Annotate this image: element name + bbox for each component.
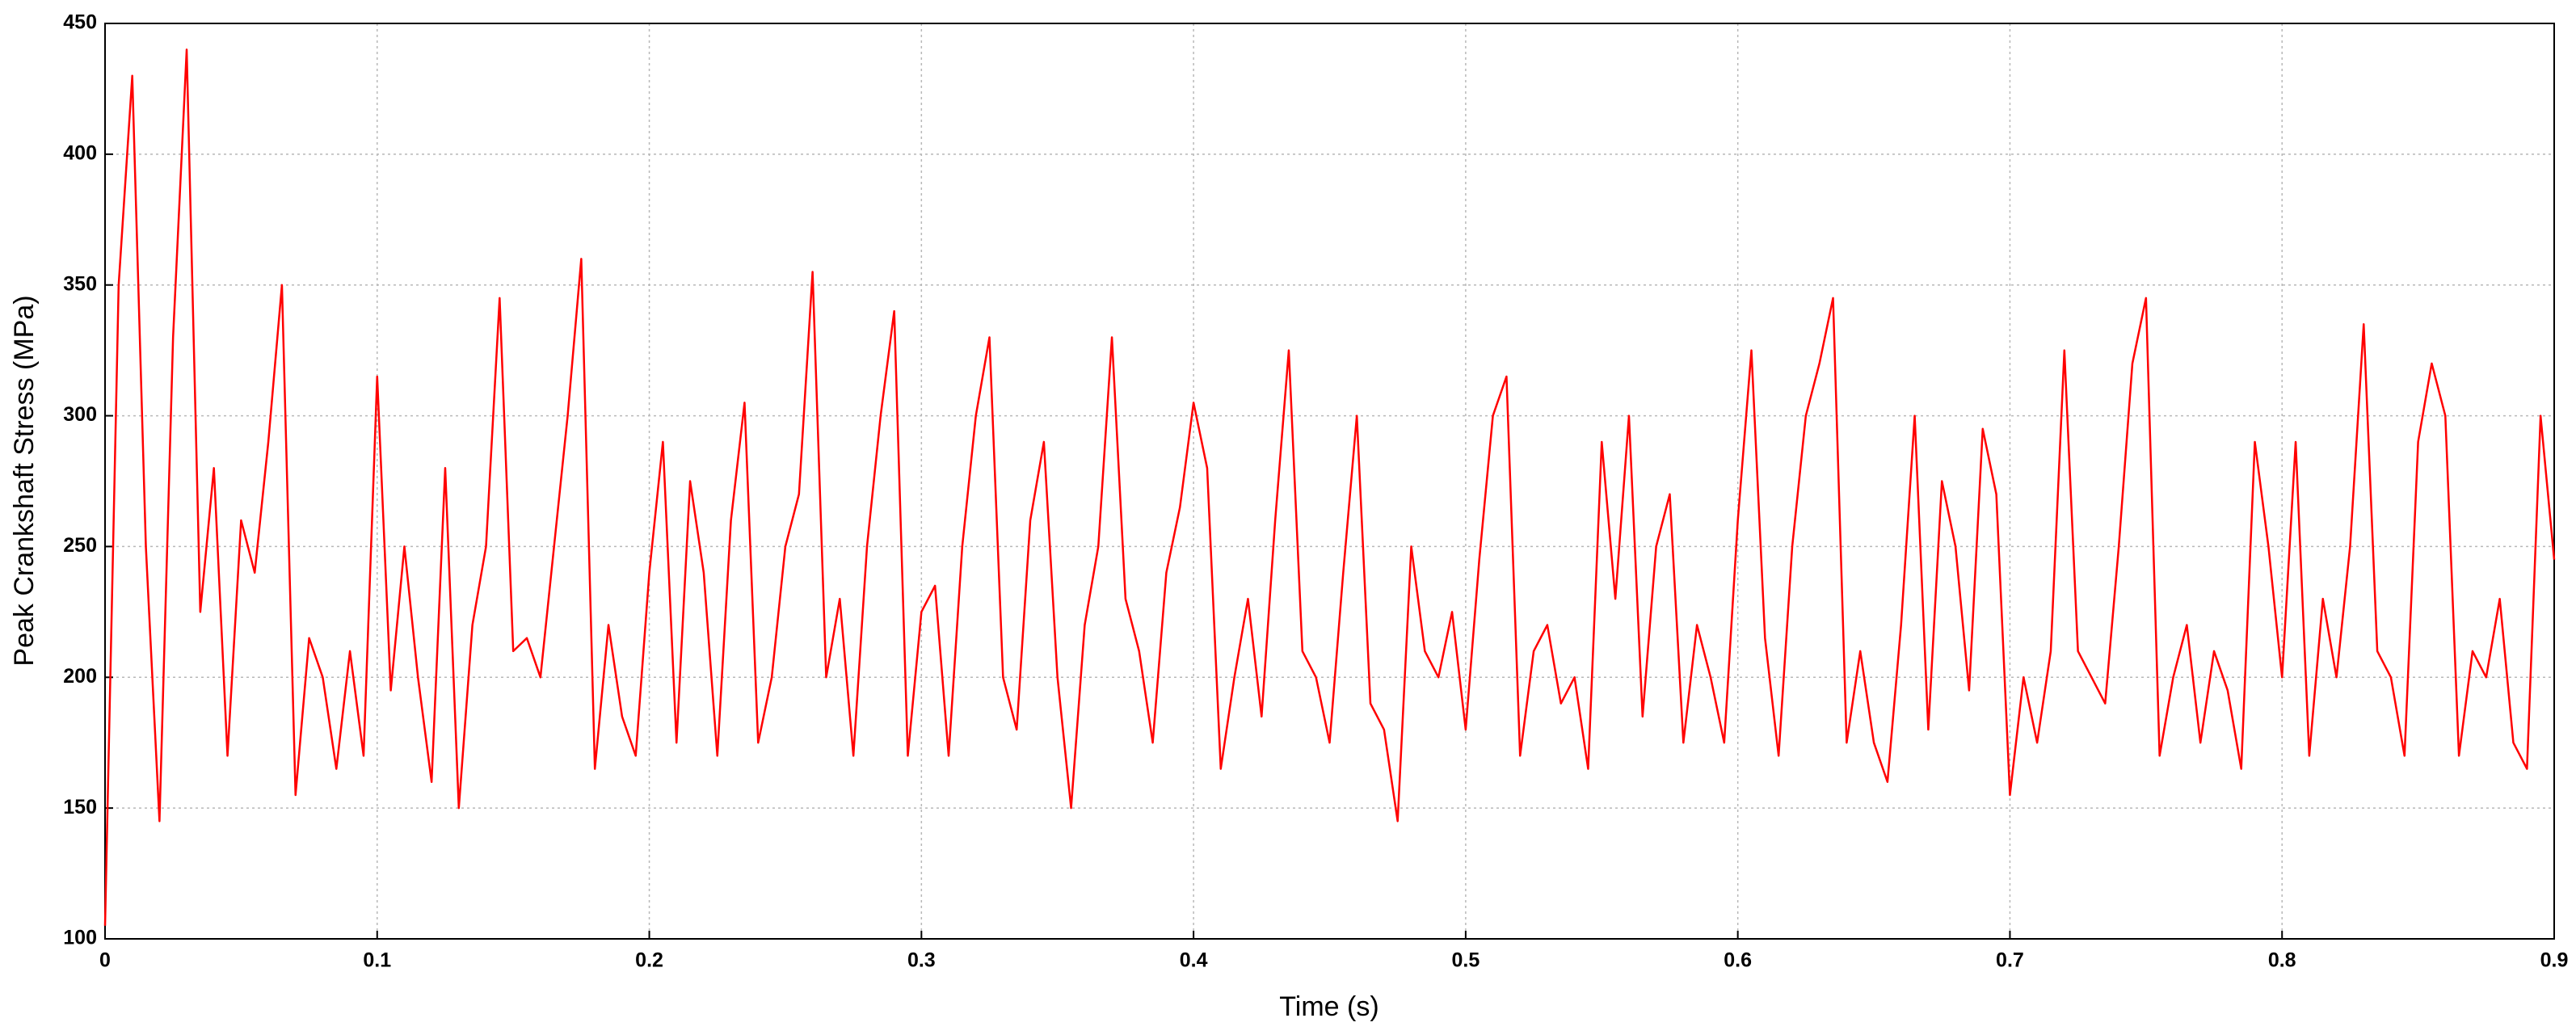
data-line <box>103 48 2556 926</box>
x-tick-label: 0.2 <box>635 949 663 972</box>
y-tick-label: 350 <box>63 272 97 295</box>
x-tick-label: 0.7 <box>1996 949 2024 972</box>
y-tick-label: 200 <box>63 665 97 688</box>
x-tick-label: 0.6 <box>1724 949 1752 972</box>
y-tick-label: 400 <box>63 141 97 164</box>
y-tick-label: 150 <box>63 796 97 818</box>
y-tick-label: 100 <box>63 927 97 949</box>
x-axis-label: Time (s) <box>1279 991 1378 1022</box>
x-tick-label: 0.9 <box>2540 949 2569 972</box>
x-tick-label: 0.3 <box>907 949 936 972</box>
plot-area <box>105 23 2554 939</box>
y-axis-label: Peak Crankshaft Stress (MPa) <box>9 295 40 666</box>
y-tick-label: 250 <box>63 534 97 557</box>
x-tick-label: 0 <box>99 949 111 972</box>
x-tick-label: 0.1 <box>363 949 391 972</box>
y-tick-label: 300 <box>63 403 97 426</box>
plot-frame <box>104 23 2555 940</box>
y-tick-label: 450 <box>63 11 97 34</box>
x-tick-label: 0.4 <box>1180 949 1208 972</box>
x-tick-label: 0.8 <box>2268 949 2296 972</box>
x-tick-label: 0.5 <box>1452 949 1480 972</box>
